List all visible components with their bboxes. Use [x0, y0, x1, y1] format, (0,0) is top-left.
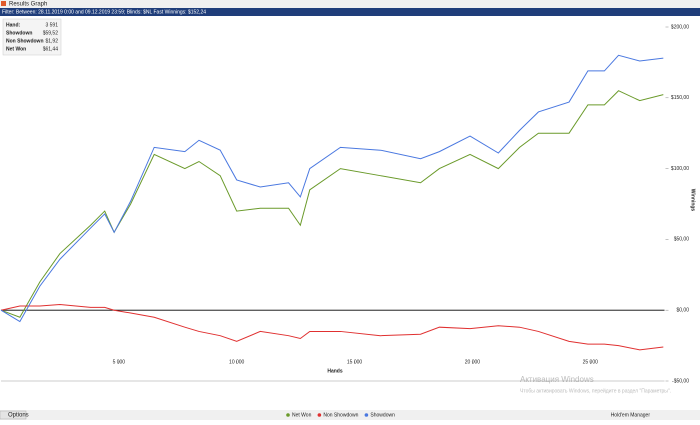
x-tick-label: 15 000 [347, 359, 363, 365]
y-tick-label: $150,00 [671, 95, 689, 101]
window-title: Results Graph [9, 2, 47, 8]
stat-label: Showdown [6, 30, 32, 36]
legend-swatch [364, 413, 369, 417]
y-tick-label: -$50,00 [672, 378, 689, 384]
y-axis-label: Winnings [690, 189, 696, 212]
stat-label: Non Showdown [6, 38, 44, 44]
options-button[interactable] [0, 410, 27, 420]
stat-label: Net Won [6, 46, 26, 52]
series-line [0, 304, 664, 351]
legend-label: Showdown [370, 412, 395, 418]
series-line [0, 54, 664, 323]
watermark-title: Активация Windows [520, 375, 594, 384]
x-tick-label: 25 000 [583, 359, 599, 365]
x-tick-label: 10 000 [229, 359, 245, 365]
x-tick-label: 5 000 [113, 359, 126, 365]
y-tick-label: $50,00 [674, 237, 690, 243]
filter-bar [0, 8, 700, 16]
x-axis-label: Hands [327, 368, 343, 374]
stats-box [2, 18, 62, 56]
legend-swatch [317, 413, 322, 417]
stat-value: $1,92 [45, 38, 58, 44]
x-tick-label: 20 000 [465, 359, 481, 365]
legend-swatch [286, 413, 290, 417]
legend-label: Non Showdown [323, 412, 358, 418]
stat-value: $61,44 [43, 46, 59, 52]
y-tick-label: $200,00 [671, 24, 689, 30]
legend-label: Net Won [292, 412, 312, 418]
options-label: Options [8, 413, 29, 419]
watermark-text: Чтобы активировать Windows, перейдите в … [520, 387, 671, 394]
stat-label: Hand: [6, 22, 21, 28]
filter-text: Filter: Between: 28.11.2019 0:00 and 09.… [2, 9, 206, 15]
title-bar [0, 0, 700, 8]
y-tick-label: $100,00 [671, 166, 689, 172]
stat-value: 3 591 [45, 22, 58, 28]
series-line [0, 90, 664, 318]
stat-value: $59,52 [43, 30, 59, 36]
app-icon [1, 1, 6, 6]
y-tick-label: $0,00 [676, 308, 689, 314]
bottom-bar [0, 410, 700, 420]
app-name: Hold'em Manager [611, 412, 651, 418]
